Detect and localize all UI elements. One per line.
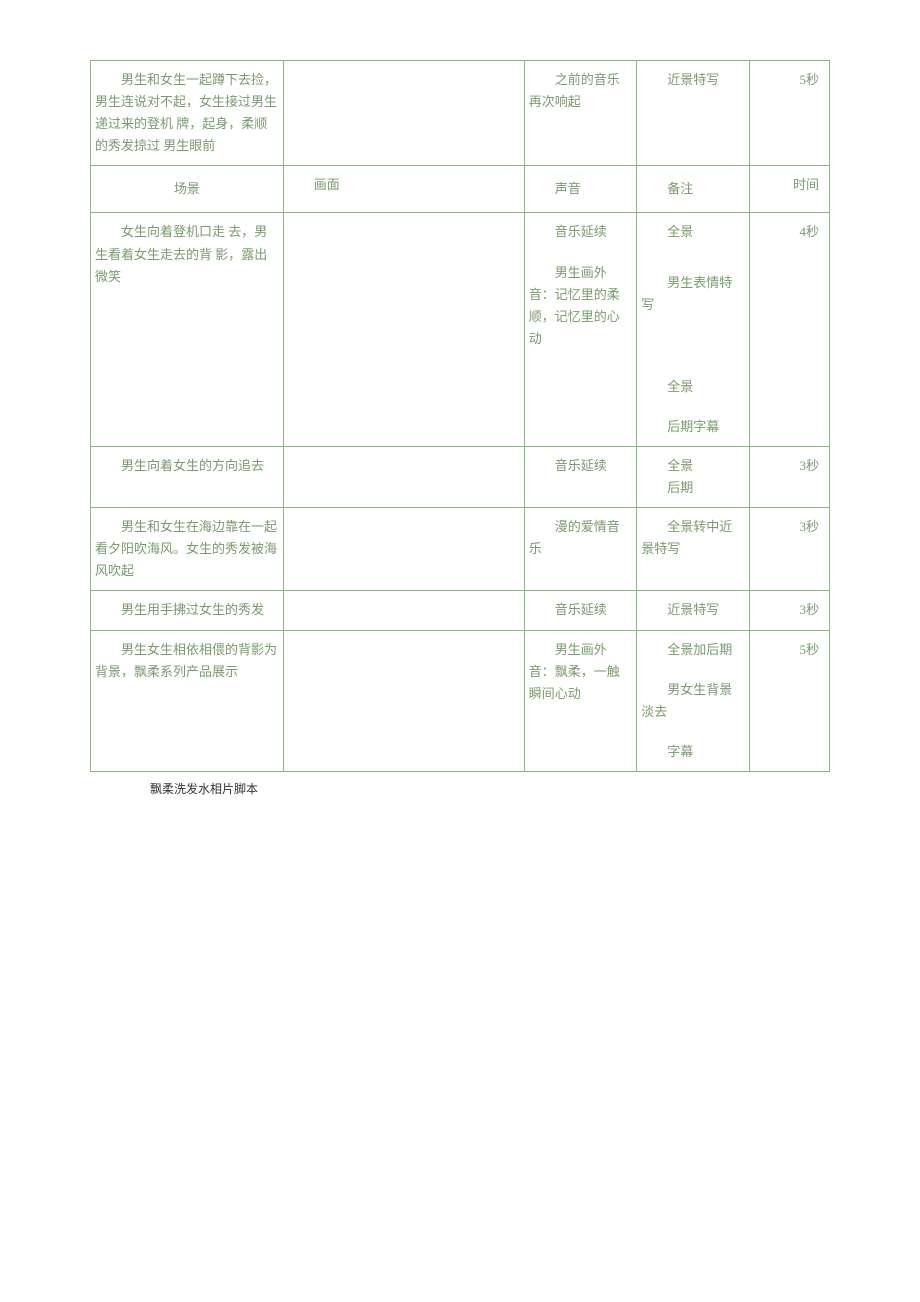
note-text: 字幕 bbox=[641, 741, 744, 763]
sound-cell: 音乐延续 男生画外音：记忆里的柔顺，记忆里的心动 bbox=[524, 213, 636, 446]
scene-text: 男生和女生在海边靠在一起看夕阳吹海风。女生的秀发被海风吹起 bbox=[95, 516, 279, 582]
sound-text: 之前的音乐再次响起 bbox=[529, 69, 632, 113]
picture-cell bbox=[283, 508, 524, 591]
note-cell: 全景转中近景特写 bbox=[637, 508, 749, 591]
sound-text: 男生画外音：飘柔，一触瞬间心动 bbox=[529, 639, 632, 705]
sound-text: 男生画外音：记忆里的柔顺，记忆里的心动 bbox=[529, 262, 632, 350]
note-text: 后期 bbox=[641, 477, 744, 499]
scene-text: 男生用手拂过女生的秀发 bbox=[95, 599, 279, 621]
note-cell: 近景特写 bbox=[637, 591, 749, 630]
note-text: 男女生背景淡去 bbox=[641, 679, 744, 723]
table-row: 男生用手拂过女生的秀发 音乐延续 近景特写 3秒 bbox=[91, 591, 830, 630]
time-cell: 4秒 bbox=[749, 213, 829, 446]
note-text: 全景 bbox=[641, 376, 744, 398]
note-text: 全景 bbox=[641, 221, 744, 243]
sound-cell: 之前的音乐再次响起 bbox=[524, 61, 636, 166]
note-text: 全景转中近景特写 bbox=[641, 516, 744, 560]
sound-text: 漫的爱情音乐 bbox=[529, 516, 632, 560]
table-caption: 飘柔洗发水相片脚本 bbox=[90, 780, 830, 797]
scene-cell: 男生用手拂过女生的秀发 bbox=[91, 591, 284, 630]
note-text: 近景特写 bbox=[641, 599, 744, 621]
table-row: 女生向着登机口走 去，男生看着女生走去的背 影，露出微笑 音乐延续 男生画外音：… bbox=[91, 213, 830, 446]
sound-cell: 音乐延续 bbox=[524, 591, 636, 630]
time-cell: 3秒 bbox=[749, 508, 829, 591]
picture-cell bbox=[283, 591, 524, 630]
note-cell: 近景特写 bbox=[637, 61, 749, 166]
sound-text: 音乐延续 bbox=[529, 599, 632, 621]
header-scene: 场景 bbox=[91, 166, 284, 213]
scene-cell: 女生向着登机口走 去，男生看着女生走去的背 影，露出微笑 bbox=[91, 213, 284, 446]
scene-text: 女生向着登机口走 去，男生看着女生走去的背 影，露出微笑 bbox=[95, 221, 279, 287]
table-row: 男生向着女生的方向追去 音乐延续 全景 后期 3秒 bbox=[91, 446, 830, 507]
scene-cell: 男生女生相依相偎的背影为背景，飘柔系列产品展示 bbox=[91, 630, 284, 771]
note-text: 男生表情特写 bbox=[641, 272, 744, 316]
header-note: 备注 bbox=[637, 166, 749, 213]
picture-cell bbox=[283, 213, 524, 446]
table-row: 男生女生相依相偎的背影为背景，飘柔系列产品展示 男生画外音：飘柔，一触瞬间心动 … bbox=[91, 630, 830, 771]
note-text: 全景 bbox=[641, 455, 744, 477]
time-cell: 5秒 bbox=[749, 61, 829, 166]
header-time: 时间 bbox=[749, 166, 829, 213]
sound-text: 音乐延续 bbox=[529, 221, 632, 243]
scene-cell: 男生和女生在海边靠在一起看夕阳吹海风。女生的秀发被海风吹起 bbox=[91, 508, 284, 591]
header-sound: 声音 bbox=[524, 166, 636, 213]
time-cell: 3秒 bbox=[749, 591, 829, 630]
picture-cell bbox=[283, 630, 524, 771]
table-header-row: 场景 画面 声音 备注 时间 bbox=[91, 166, 830, 213]
scene-cell: 男生向着女生的方向追去 bbox=[91, 446, 284, 507]
table-row: 男生和女生一起蹲下去捡，男生连说对不起，女生接过男生递过来的登机 牌，起身，柔顺… bbox=[91, 61, 830, 166]
table-row: 男生和女生在海边靠在一起看夕阳吹海风。女生的秀发被海风吹起 漫的爱情音乐 全景转… bbox=[91, 508, 830, 591]
scene-text: 男生向着女生的方向追去 bbox=[95, 455, 279, 477]
note-text: 后期字幕 bbox=[641, 416, 744, 438]
picture-cell bbox=[283, 61, 524, 166]
time-cell: 5秒 bbox=[749, 630, 829, 771]
header-picture: 画面 bbox=[283, 166, 524, 213]
time-cell: 3秒 bbox=[749, 446, 829, 507]
sound-cell: 漫的爱情音乐 bbox=[524, 508, 636, 591]
scene-text: 男生女生相依相偎的背影为背景，飘柔系列产品展示 bbox=[95, 639, 279, 683]
sound-cell: 音乐延续 bbox=[524, 446, 636, 507]
note-cell: 全景 后期 bbox=[637, 446, 749, 507]
sound-text: 音乐延续 bbox=[529, 455, 632, 477]
note-cell: 全景 男生表情特写 全景 后期字幕 bbox=[637, 213, 749, 446]
note-cell: 全景加后期 男女生背景淡去 字幕 bbox=[637, 630, 749, 771]
picture-cell bbox=[283, 446, 524, 507]
note-text: 近景特写 bbox=[641, 69, 744, 91]
sound-cell: 男生画外音：飘柔，一触瞬间心动 bbox=[524, 630, 636, 771]
scene-text: 男生和女生一起蹲下去捡，男生连说对不起，女生接过男生递过来的登机 牌，起身，柔顺… bbox=[95, 69, 279, 157]
storyboard-table: 男生和女生一起蹲下去捡，男生连说对不起，女生接过男生递过来的登机 牌，起身，柔顺… bbox=[90, 60, 830, 772]
scene-cell: 男生和女生一起蹲下去捡，男生连说对不起，女生接过男生递过来的登机 牌，起身，柔顺… bbox=[91, 61, 284, 166]
note-text: 全景加后期 bbox=[641, 639, 744, 661]
